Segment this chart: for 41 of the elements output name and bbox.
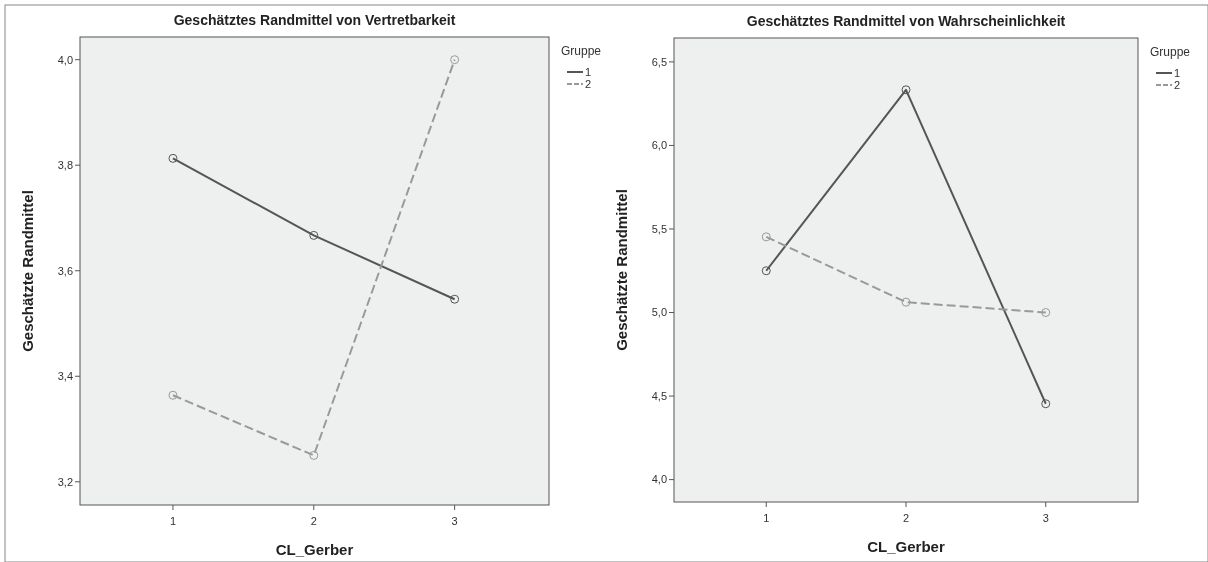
point: [309, 450, 319, 460]
y-tick-label: 3,8: [57, 159, 73, 172]
x-tick-label: 2: [310, 515, 317, 527]
y-tick-label: 3,6: [57, 264, 73, 277]
point: [901, 85, 911, 95]
y-tick-label: 4,0: [57, 53, 73, 66]
point: [450, 294, 460, 304]
point: [450, 55, 460, 65]
y-axis-title: Geschätzte Randmittel: [613, 189, 630, 351]
point: [761, 266, 771, 276]
legend-label: 2: [585, 77, 592, 90]
x-tick-label: 2: [902, 512, 910, 524]
x-axis-title: CL_Gerber: [867, 538, 945, 555]
y-tick-label: 5,0: [651, 306, 667, 319]
point: [1041, 308, 1051, 318]
x-tick-label: 3: [1042, 512, 1049, 524]
y-tick-label: 4,5: [651, 389, 667, 402]
y-tick-label: 5,5: [651, 222, 667, 235]
point: [168, 390, 178, 400]
x-tick-label: 1: [169, 515, 177, 527]
x-axis-title: CL_Gerber: [275, 541, 354, 558]
chart-title: Geschätztes Randmittel von Wahrscheinlichkeit: [746, 13, 1066, 29]
legend-label: 2: [1174, 78, 1181, 91]
point: [761, 232, 771, 242]
x-tick-label: 1: [763, 512, 770, 524]
legend-label: 1: [585, 65, 592, 78]
point: [901, 297, 911, 307]
point: [1041, 399, 1051, 409]
chart-title: Geschätztes Randmittel von Vertretbarkeit: [173, 12, 456, 28]
legend-title: Gruppe: [1150, 45, 1191, 59]
y-tick-label: 4,0: [651, 473, 667, 486]
y-tick-label: 6,0: [651, 139, 667, 152]
x-tick-label: 3: [451, 515, 458, 527]
y-tick-label: 6,5: [651, 55, 667, 68]
y-tick-label: 3,4: [57, 370, 73, 383]
legend-title: Gruppe: [561, 44, 602, 58]
y-axis-title: Geschätzte Randmittel: [19, 190, 36, 352]
point: [168, 153, 178, 163]
y-tick-label: 3,2: [57, 475, 73, 488]
legend-label: 1: [1174, 66, 1181, 79]
point: [309, 230, 319, 240]
